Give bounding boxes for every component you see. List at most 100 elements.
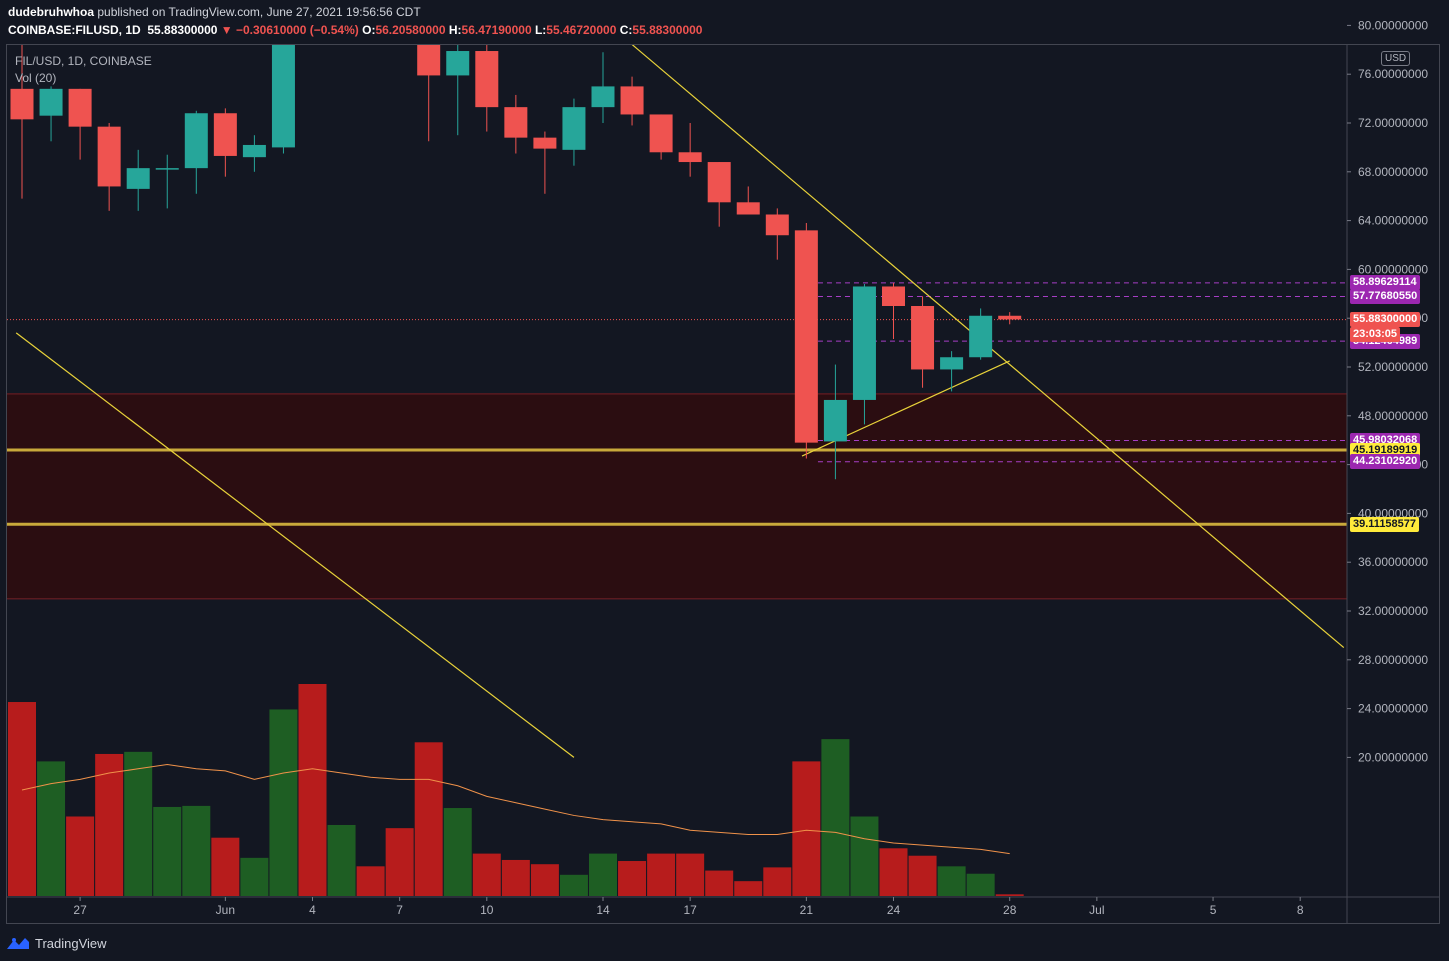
volume-bar xyxy=(95,753,124,896)
support-zone xyxy=(7,393,1347,599)
x-tick-label: Jul xyxy=(1089,903,1104,917)
publish-info: dudebruhwhoa published on TradingView.co… xyxy=(8,5,421,19)
level-price-tag: 58.89629114 xyxy=(1350,275,1420,291)
trendline xyxy=(631,45,1345,649)
candle-body xyxy=(184,113,208,169)
candle-body xyxy=(475,51,499,108)
volume-bar xyxy=(66,816,95,896)
legend-volume[interactable]: Vol (20) xyxy=(15,71,57,85)
low-value: 55.46720000 xyxy=(546,23,617,37)
candle-body xyxy=(126,168,150,189)
tradingview-logo-icon xyxy=(7,938,29,949)
x-tick-label: 17 xyxy=(683,903,697,917)
candle-body xyxy=(388,0,411,3)
volume-bar xyxy=(647,853,676,896)
volume-bar xyxy=(763,867,792,896)
low-label: L: xyxy=(534,23,547,37)
y-tick-label: 76.00000000 xyxy=(1358,67,1428,81)
volume-bar xyxy=(501,859,530,896)
footer-brand[interactable]: TradingView xyxy=(35,935,107,951)
candle-body xyxy=(998,315,1022,320)
y-tick-label: 68.00000000 xyxy=(1358,165,1428,179)
volume-bar xyxy=(995,894,1024,896)
level-price-tag: 44.23102920 xyxy=(1350,454,1421,470)
volume-bar xyxy=(356,866,385,896)
candle-body xyxy=(242,144,266,158)
symbol-label: COINBASE:FILUSD, 1D xyxy=(8,23,141,37)
candle-body xyxy=(911,306,935,370)
y-tick-label: 52.00000000 xyxy=(1358,360,1428,374)
volume-bar xyxy=(414,742,443,896)
volume-bar xyxy=(472,853,501,896)
ohlc-line: COINBASE:FILUSD, 1D 55.88300000 ▼ −0.306… xyxy=(8,23,702,37)
volume-bar xyxy=(124,751,153,896)
volume-bar xyxy=(937,866,966,896)
candle-body xyxy=(39,88,63,116)
volume-bar xyxy=(240,857,269,896)
volume-bar xyxy=(850,816,879,896)
legend-symbol[interactable]: FIL/USD, 1D, COINBASE xyxy=(15,54,152,68)
candle-body xyxy=(649,114,673,153)
currency-badge[interactable]: USD xyxy=(1381,51,1411,66)
chart-legend: FIL/USD, 1D, COINBASE Vol (20) xyxy=(15,53,152,87)
volume-bar xyxy=(153,806,182,896)
candle-body xyxy=(852,286,876,400)
last-price: 55.88300000 xyxy=(147,23,218,37)
open-value: 56.20580000 xyxy=(375,23,446,37)
volume-bar xyxy=(559,874,588,896)
y-tick-label: 24.00000000 xyxy=(1358,702,1428,716)
volume-bar xyxy=(298,684,327,896)
volume-bar xyxy=(327,824,356,896)
volume-bar xyxy=(211,837,240,896)
volume-bar xyxy=(792,761,821,896)
candle-countdown-tag: 23:03:05 xyxy=(1350,327,1401,343)
y-tick-label: 64.00000000 xyxy=(1358,214,1428,228)
candle-body xyxy=(678,152,702,163)
x-tick-label: 7 xyxy=(396,903,403,917)
footer: TradingView xyxy=(6,932,107,954)
x-tick-label: 27 xyxy=(73,903,87,917)
volume-bar xyxy=(385,828,414,896)
y-tick-label: 72.00000000 xyxy=(1358,116,1428,130)
x-tick-label: 21 xyxy=(800,903,814,917)
volume-bar xyxy=(676,853,705,896)
candle-body xyxy=(591,86,615,108)
volume-bar xyxy=(8,702,36,896)
volume-ma-line xyxy=(21,764,1010,855)
close-label: C: xyxy=(619,23,633,37)
support-level-tag: 45.19189919 xyxy=(1350,442,1421,458)
candle-body xyxy=(504,107,528,138)
candle-body xyxy=(940,357,964,370)
candle-body xyxy=(823,399,847,442)
volume-bar xyxy=(705,870,734,896)
volume-bar xyxy=(879,848,908,896)
x-tick-label: 14 xyxy=(596,903,610,917)
support-level-tag: 39.11158577 xyxy=(1350,516,1420,532)
x-tick-label: 8 xyxy=(1297,903,1304,917)
y-tick-label: 80.00000000 xyxy=(1358,18,1428,32)
candle-body xyxy=(68,88,92,127)
author-name[interactable]: dudebruhwhoa xyxy=(8,5,94,19)
x-tick-label: 5 xyxy=(1210,903,1217,917)
chart-frame xyxy=(6,44,1440,924)
candle-body xyxy=(736,202,760,215)
volume-bar xyxy=(443,808,472,896)
candle-body xyxy=(271,45,295,148)
trendline xyxy=(15,332,575,758)
candle-body xyxy=(562,107,586,150)
candle-body xyxy=(882,286,905,306)
candle-body xyxy=(969,315,993,358)
candle-body xyxy=(97,126,121,187)
y-tick-label: 36.00000000 xyxy=(1358,555,1428,569)
chart-header: dudebruhwhoa published on TradingView.co… xyxy=(0,0,1449,44)
candle-body xyxy=(417,45,441,76)
volume-bar xyxy=(269,709,298,896)
candle-body xyxy=(620,86,644,115)
volume-bar xyxy=(908,855,937,896)
volume-bar xyxy=(966,873,995,896)
x-tick-label: 10 xyxy=(480,903,494,917)
candle-body xyxy=(213,113,237,156)
candle-body xyxy=(446,51,470,76)
x-tick-label: 28 xyxy=(1003,903,1017,917)
